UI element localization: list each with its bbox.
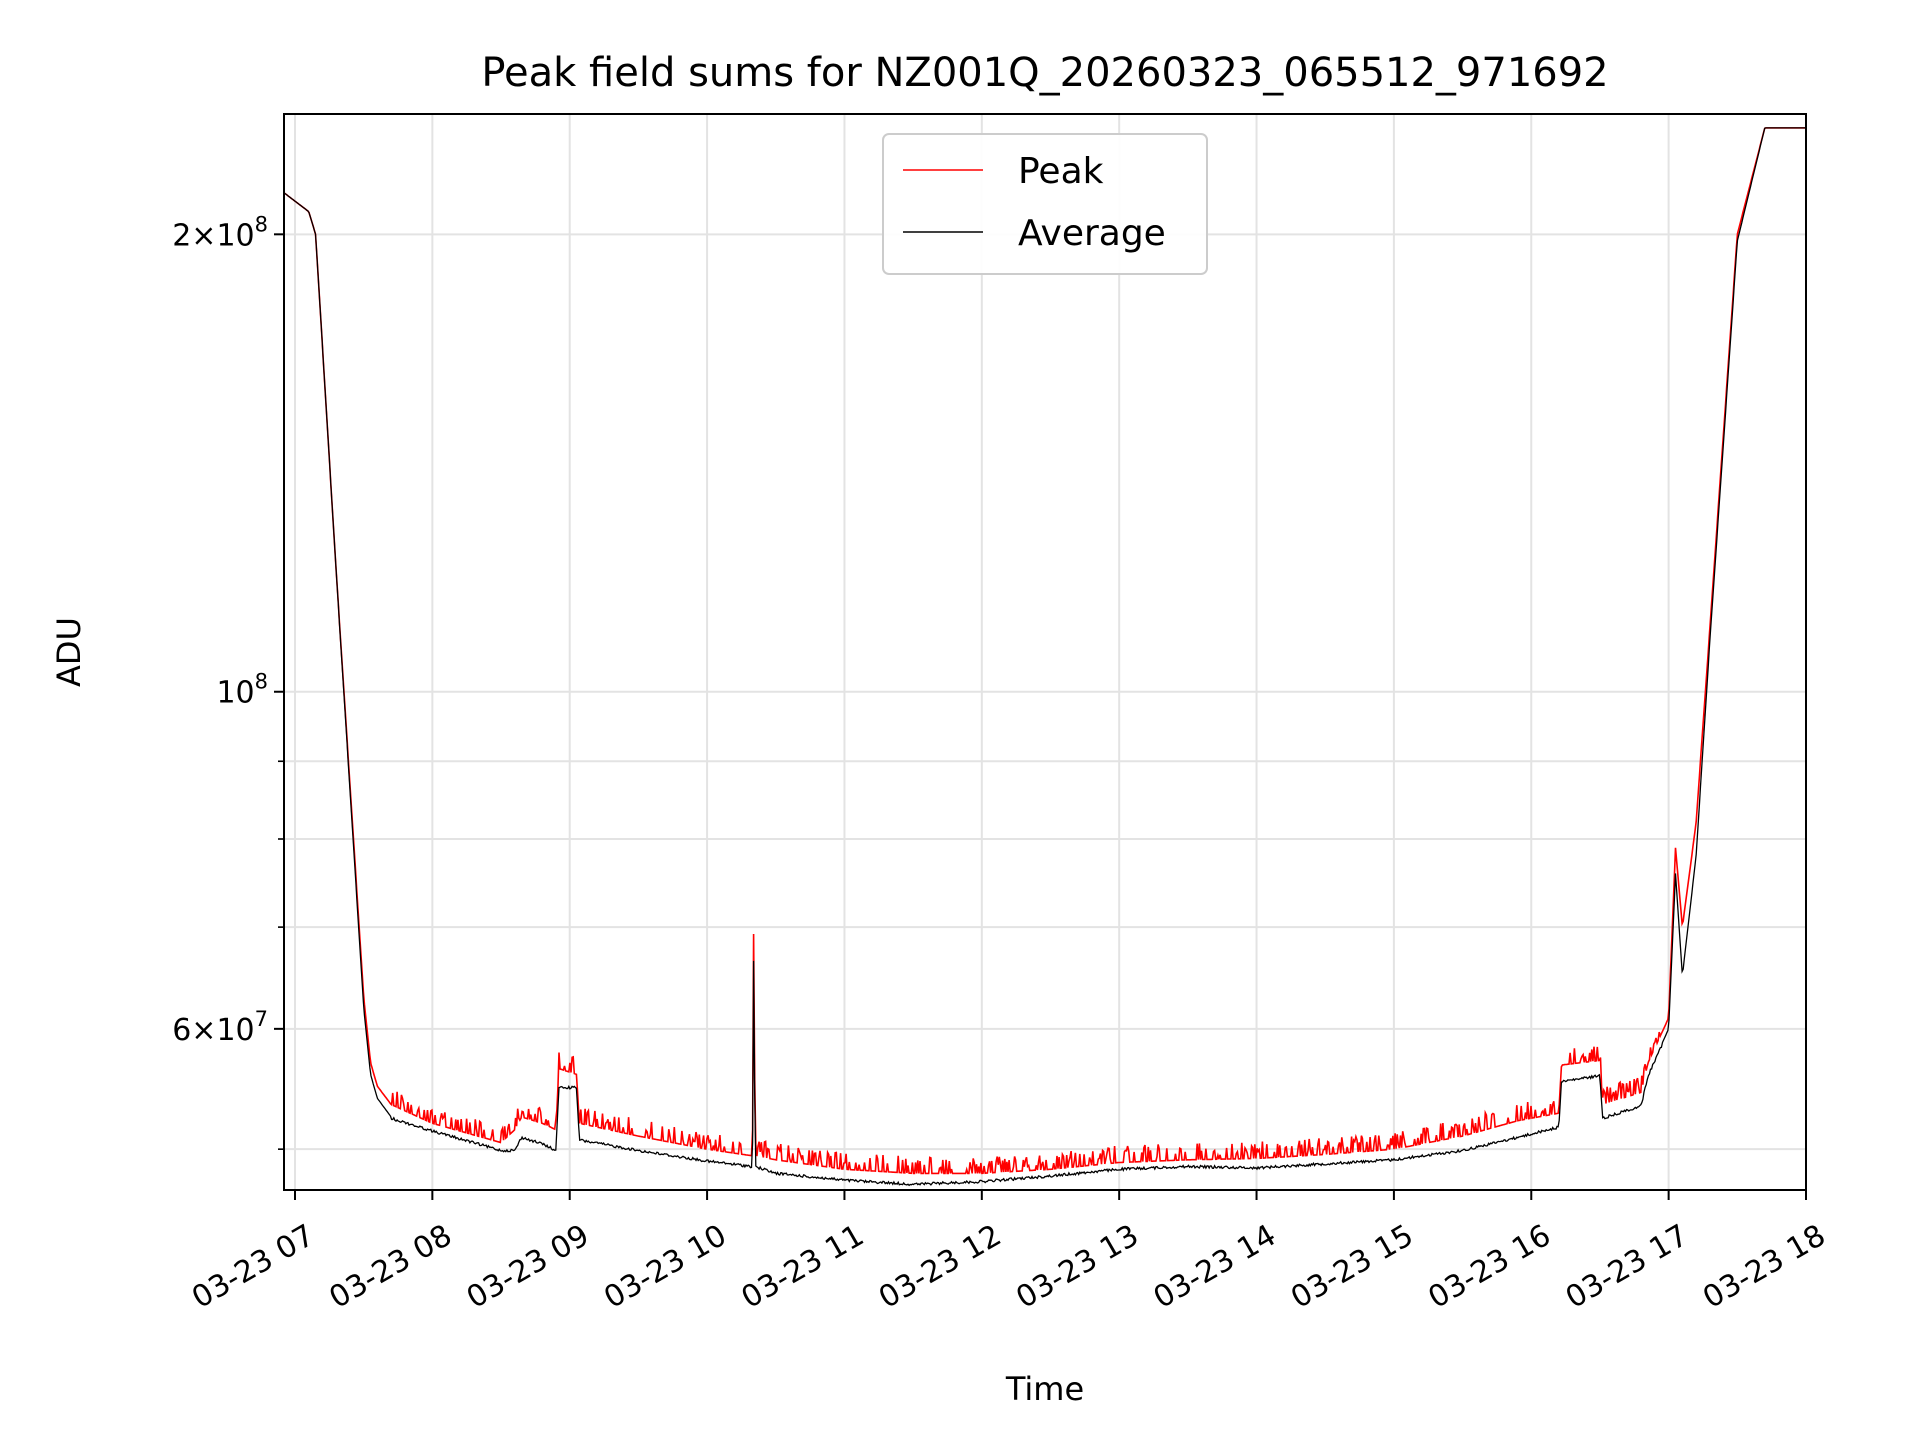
y-tick-label: 2×108	[172, 212, 268, 253]
y-axis: 2×108 108 6×107	[172, 212, 284, 1150]
legend: Peak Average	[882, 133, 1208, 275]
y-tick-label: 108	[216, 670, 268, 711]
y-axis-title: ADU	[50, 617, 88, 687]
chart-title: Peak field sums for NZ001Q_20260323_0655…	[481, 50, 1608, 96]
series-line-peak	[283, 127, 1806, 1175]
series-line-average	[283, 127, 1806, 1187]
y-tick-label: 6×107	[172, 1007, 268, 1048]
series-lines	[283, 127, 1806, 1187]
legend-peak-label: Peak	[1018, 151, 1104, 192]
legend-average-label: Average	[1018, 213, 1166, 254]
x-axis-title: Time	[1005, 1370, 1084, 1408]
plot-frame	[283, 113, 1807, 1191]
legend-box	[882, 133, 1208, 275]
